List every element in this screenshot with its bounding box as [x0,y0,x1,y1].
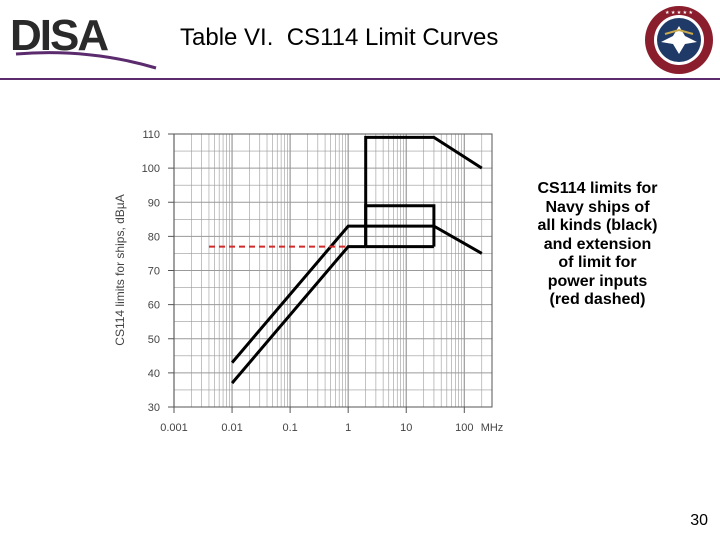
y-tick-label: 40 [148,368,160,380]
svg-text:★ ★ ★ ★ ★: ★ ★ ★ ★ ★ [665,10,693,16]
header-divider [0,78,720,80]
disa-seal-icon: ★ ★ ★ ★ ★ [645,6,713,74]
y-tick-label: 70 [148,266,160,278]
y-tick-label: 50 [148,334,160,346]
y-tick-label: 90 [148,197,160,209]
x-tick-label: 100 [455,422,473,434]
limit-curve-line-4 [364,135,483,247]
x-tick-label: 0.001 [160,422,188,434]
limit-curve-line-2 [230,245,366,385]
slide-header: DISA Table VI. CS114 Limit Curves ★ ★ ★ … [0,0,720,80]
chart-grid [173,133,493,408]
disa-logo: DISA [10,11,157,70]
y-tick-label: 80 [148,231,160,243]
y-axis-label: CS114 limits for ships, dBµA [113,194,127,345]
x-tick-label: 1 [345,422,351,434]
x-tick-label: 0.1 [282,422,297,434]
slide-title: Table VI. CS114 Limit Curves [180,24,499,51]
x-axis-label: MHz [481,422,504,434]
y-tick-label: 110 [142,129,160,141]
chart-series-group [209,135,483,385]
page-number: 30 [690,512,708,529]
x-tick-label: 10 [400,422,412,434]
y-tick-label: 30 [148,402,160,414]
x-tick-labels: 0.001 0.01 0.1 1 10 100 [160,407,473,434]
y-tick-label: 100 [142,163,160,175]
chart-caption: CS114 limits for Navy ships of all kinds… [537,180,658,308]
y-tick-labels: 30 40 50 60 70 80 90 100 110 [142,129,174,414]
x-tick-label: 0.01 [221,422,242,434]
y-tick-label: 60 [148,300,160,312]
